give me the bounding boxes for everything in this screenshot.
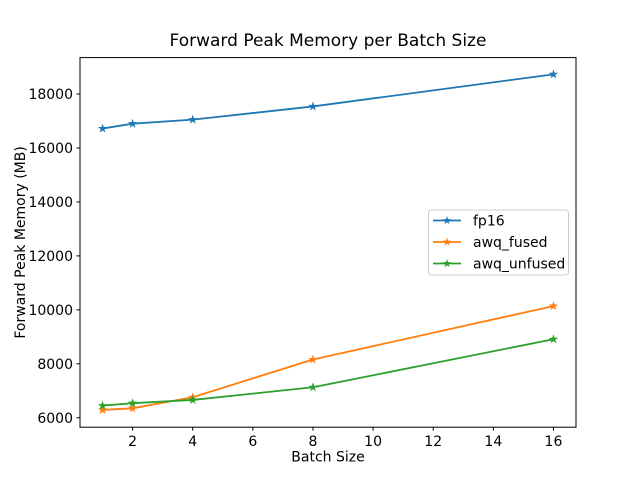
data-point-marker-awq_unfused — [308, 382, 318, 392]
legend-item-label: awq_fused — [473, 235, 548, 251]
data-point-marker-fp16 — [127, 118, 138, 128]
legend-box — [428, 209, 569, 276]
x-tick-label: 8 — [309, 434, 318, 450]
legend-item-label: awq_unfused — [473, 257, 565, 273]
data-point-marker-fp16 — [308, 101, 318, 111]
y-axis-label: Forward Peak Memory (MB) — [13, 146, 29, 338]
legend-star-marker — [442, 259, 452, 268]
x-tick-label: 12 — [424, 434, 442, 450]
data-point-marker-fp16 — [97, 123, 108, 133]
legend-item-awq_unfused: awq_unfused — [433, 257, 565, 273]
data-point-marker-awq_unfused — [548, 334, 559, 344]
legend-star-marker — [442, 216, 452, 225]
legend-item-fp16: fp16 — [433, 214, 505, 230]
legend-item-awq_fused: awq_fused — [433, 235, 548, 251]
data-point-marker-awq_fused — [308, 354, 318, 364]
x-tick-label: 14 — [484, 434, 502, 450]
y-tick-label: 12000 — [28, 249, 73, 265]
data-point-marker-awq_unfused — [187, 394, 198, 404]
y-tick-label: 16000 — [28, 141, 73, 157]
y-tick-label: 14000 — [28, 195, 73, 211]
x-tick-label: 10 — [364, 434, 382, 450]
x-tick-label: 16 — [545, 434, 563, 450]
data-point-marker-awq_unfused — [97, 400, 108, 410]
plot-area — [79, 57, 577, 428]
legend-star-marker — [442, 237, 452, 246]
x-tick-label: 4 — [188, 434, 197, 450]
x-tick-label: 6 — [248, 434, 257, 450]
x-tick-label: 2 — [128, 434, 137, 450]
data-point-marker-awq_fused — [97, 404, 108, 414]
data-point-marker-fp16 — [548, 69, 559, 79]
y-tick-label: 10000 — [28, 303, 73, 319]
data-point-marker-awq_fused — [548, 301, 559, 311]
data-point-marker-awq_fused — [127, 403, 138, 413]
data-point-marker-fp16 — [187, 114, 198, 124]
legend-item-label: fp16 — [473, 214, 505, 230]
chart-title: Forward Peak Memory per Batch Size — [170, 31, 487, 51]
x-axis-label: Batch Size — [291, 450, 364, 466]
data-point-marker-awq_unfused — [127, 398, 138, 408]
y-tick-label: 8000 — [37, 357, 73, 373]
y-tick-label: 18000 — [28, 87, 73, 103]
legend: fp16 awq_fused awq_unfused — [428, 209, 569, 276]
y-tick-label: 6000 — [37, 411, 73, 427]
